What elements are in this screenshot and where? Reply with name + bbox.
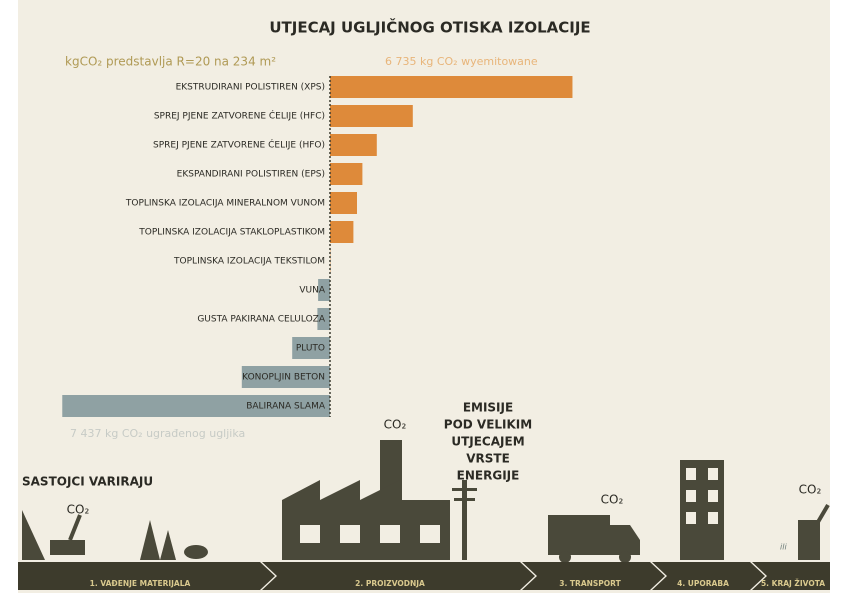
- co2-label: CO₂: [384, 418, 407, 432]
- stage-label: 5. KRAJ ŽIVOTA: [761, 579, 825, 588]
- category-label: SPREJ PJENE ZATVORENE ĆELIJE (HFC): [154, 110, 325, 122]
- co2-label: CO₂: [799, 483, 822, 497]
- category-label: VUNA: [299, 286, 325, 296]
- or-label: ili: [780, 543, 787, 552]
- bar: [330, 221, 353, 243]
- co2-label: CO₂: [601, 493, 624, 507]
- bar: [330, 134, 377, 156]
- subtitle: kgCO₂ predstavlja R=20 na 234 m²: [65, 55, 276, 69]
- stage-label: 3. TRANSPORT: [559, 579, 621, 588]
- energy-note: ENERGIJE: [457, 469, 520, 483]
- stored-label: 7 437 kg CO₂ ugrađenog ugljika: [70, 427, 245, 440]
- energy-note: EMISIJE: [463, 401, 513, 415]
- category-label: BALIRANA SLAMA: [246, 402, 326, 412]
- bar: [330, 105, 413, 127]
- category-label: SPREJ PJENE ZATVORENE ĆELIJE (HFO): [153, 139, 325, 151]
- stage-label: 4. UPORABA: [677, 579, 729, 588]
- stage-label: 2. PROIZVODNJA: [355, 579, 425, 588]
- category-label: EKSPANDIRANI POLISTIREN (EPS): [177, 170, 325, 180]
- category-label: EKSTRUDIRANI POLISTIREN (XPS): [176, 83, 325, 93]
- co2-label: CO₂: [67, 503, 90, 517]
- stage-label: 1. VAĐENJE MATERIJALA: [90, 579, 191, 588]
- category-label: TOPLINSKA IZOLACIJA STAKLOPLASTIKOM: [138, 228, 325, 238]
- emitted-label: 6 735 kg CO₂ wyemitowane: [385, 55, 538, 68]
- bar: [330, 163, 362, 185]
- category-label: KONOPLJIN BETON: [242, 373, 325, 383]
- bar: [330, 76, 572, 98]
- category-label: PLUTO: [296, 344, 325, 354]
- chart-title: UTJECAJ UGLJIČNOG OTISKA IZOLACIJE: [269, 18, 590, 37]
- energy-note: VRSTE: [466, 452, 510, 466]
- category-label: TOPLINSKA IZOLACIJA MINERALNOM VUNOM: [125, 199, 325, 209]
- infographic: UTJECAJ UGLJIČNOG OTISKA IZOLACIJE kgCO₂…: [0, 0, 844, 593]
- left-note: SASTOJCI VARIRAJU: [22, 475, 153, 489]
- category-label: TOPLINSKA IZOLACIJA TEKSTILOM: [173, 257, 325, 267]
- category-label: GUSTA PAKIRANA CELULOZA: [197, 315, 326, 325]
- energy-note: POD VELIKIM: [444, 418, 532, 432]
- energy-note: UTJECAJEM: [451, 435, 524, 449]
- bar: [330, 192, 357, 214]
